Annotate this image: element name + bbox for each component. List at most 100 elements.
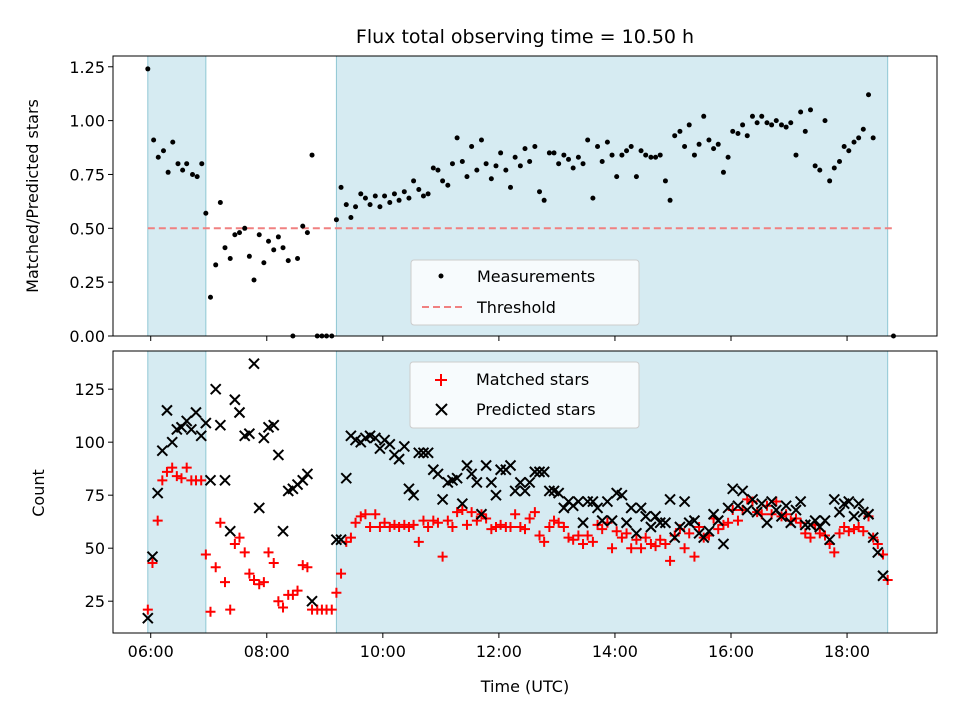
measurement-point: [643, 152, 649, 158]
matched-star-point: [161, 466, 172, 477]
matched-star-point: [834, 528, 845, 539]
measurement-point: [246, 253, 252, 259]
predicted-star-point: [214, 419, 227, 431]
measurement-point: [300, 223, 306, 229]
measurement-point: [503, 167, 509, 173]
measurement-point: [672, 133, 678, 139]
predicted-star-point: [809, 514, 821, 527]
matched-star-point: [200, 549, 211, 560]
predicted-star-point: [828, 493, 840, 506]
predicted-star-point: [509, 485, 521, 497]
x-tick-label: 16:00: [708, 642, 754, 661]
measurement-point: [232, 232, 238, 238]
measurement-point: [691, 152, 697, 158]
matched-star-point: [273, 596, 284, 607]
measurement-point: [295, 255, 301, 261]
predicted-star-point: [703, 525, 715, 537]
measurement-point: [483, 161, 489, 167]
predicted-star-point: [229, 394, 241, 406]
measurement-point: [285, 258, 291, 264]
measurement-point: [160, 148, 166, 154]
predicted-star-point: [436, 493, 449, 506]
measurement-point: [237, 230, 243, 236]
predicted-star-point: [630, 527, 643, 540]
top-y-axis-label: Matched/Predicted stars: [23, 99, 42, 293]
matched-star-point: [326, 604, 337, 615]
predicted-star-point: [645, 521, 657, 533]
measurement-point: [740, 122, 746, 128]
measurement-point: [546, 150, 552, 156]
y-tick-label: 100: [74, 433, 105, 452]
predicted-star-point: [413, 447, 425, 459]
matched-star-point: [418, 515, 429, 526]
predicted-star-point: [639, 510, 652, 523]
measurement-point: [493, 163, 499, 169]
predicted-star-point: [678, 495, 691, 508]
predicted-star-point: [204, 474, 217, 487]
predicted-star-point: [558, 502, 570, 514]
measurement-point: [280, 245, 286, 251]
predicted-star-point: [407, 489, 420, 501]
measurement-point: [420, 193, 426, 199]
measurement-point: [416, 187, 422, 193]
x-tick-label: 12:00: [476, 642, 522, 661]
predicted-star-point: [374, 442, 386, 455]
measurement-point: [474, 167, 480, 173]
predicted-star-point: [717, 538, 730, 550]
measurement-point: [537, 189, 543, 195]
matched-star-point: [370, 509, 381, 520]
predicted-star-point: [166, 436, 178, 448]
matched-star-point: [679, 543, 690, 554]
measurement-point: [266, 238, 272, 244]
measurement-point: [343, 202, 349, 208]
matched-star-point: [471, 515, 482, 526]
measurement-point: [566, 156, 572, 162]
measurement-point: [827, 178, 833, 184]
predicted-star-point: [417, 447, 430, 459]
measurement-point: [561, 152, 567, 158]
predicted-star-point: [732, 500, 744, 512]
measurement-point: [866, 92, 872, 98]
predicted-star-point: [833, 506, 846, 518]
measurement-point: [793, 152, 799, 158]
measurement-point: [348, 215, 354, 221]
predicted-star-point: [301, 468, 314, 480]
measurement-point: [633, 174, 639, 180]
measurement-point: [744, 133, 750, 139]
matched-star-point: [205, 606, 216, 617]
measurement-point: [599, 159, 605, 165]
predicted-star-point: [877, 570, 889, 582]
measurement-point: [720, 169, 726, 175]
legend-label-matched: Matched stars: [476, 370, 589, 389]
measurement-point: [696, 141, 702, 147]
measurement-point: [725, 154, 731, 160]
measurement-point: [155, 154, 161, 160]
predicted-star-point: [843, 495, 855, 508]
predicted-star-point: [403, 483, 415, 495]
predicted-star-point: [756, 497, 768, 510]
predicted-star-point: [504, 459, 517, 472]
measurement-point: [469, 143, 475, 149]
predicted-star-point: [268, 419, 280, 431]
matched-star-point: [660, 538, 671, 549]
bottom-y-axis-label: Count: [29, 469, 48, 517]
predicted-star-point: [601, 495, 614, 508]
measurement-point: [372, 193, 378, 199]
predicted-star-point: [142, 612, 154, 624]
matched-star-point: [529, 507, 540, 518]
measurement-point: [604, 139, 610, 145]
predicted-star-point: [552, 487, 565, 499]
measurement-point: [532, 143, 538, 149]
measurement-point: [222, 245, 228, 251]
measurement-point: [189, 171, 195, 177]
matched-star-point: [408, 519, 419, 530]
measurement-point: [203, 210, 209, 216]
predicted-star-point: [422, 447, 434, 459]
predicted-star-point: [151, 487, 164, 499]
legend-marker-matched: [435, 374, 447, 386]
matched-star-point: [607, 543, 618, 554]
predicted-star-point: [765, 495, 778, 508]
measurement-point: [667, 197, 673, 203]
legend-label-predicted: Predicted stars: [476, 400, 596, 419]
predicted-star-point: [471, 476, 483, 489]
